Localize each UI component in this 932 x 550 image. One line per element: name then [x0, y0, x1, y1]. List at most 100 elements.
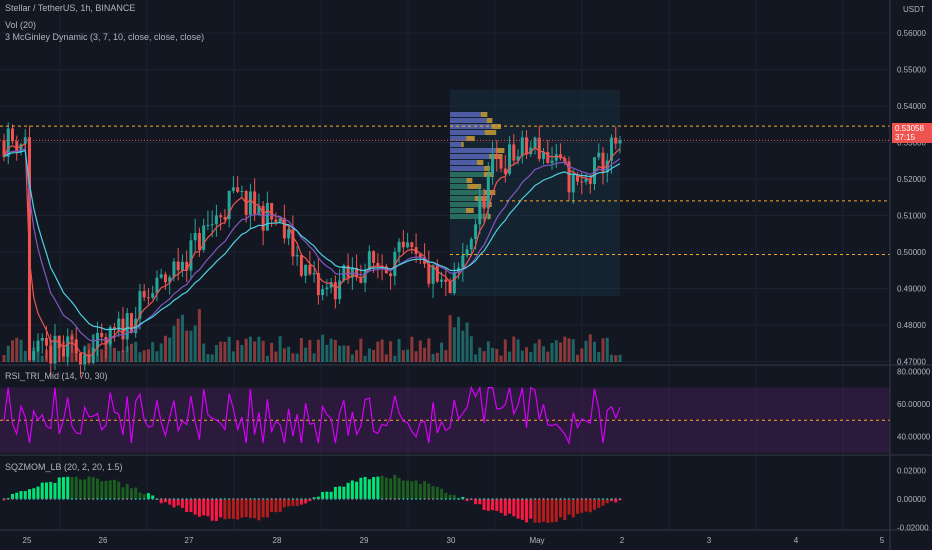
volume-bar: [219, 341, 223, 362]
price-tick-label: 0.51000: [897, 212, 926, 221]
sqz-dot: [117, 498, 120, 500]
volume-bar: [231, 351, 235, 362]
sqz-bar: [584, 499, 588, 512]
sqz-bar: [125, 484, 129, 499]
sqz-bar: [389, 478, 393, 499]
candle-body: [10, 128, 14, 142]
sqz-bar: [452, 495, 456, 499]
candle-body: [588, 178, 592, 184]
sqz-dot: [19, 498, 22, 500]
sqz-dot: [483, 498, 486, 500]
sqz-dot: [83, 498, 86, 500]
volume-bar: [363, 355, 367, 362]
mcginley-legend[interactable]: 3 McGinley Dynamic (3, 7, 10, close, clo…: [5, 32, 205, 42]
sqz-legend[interactable]: SQZMOM_LB (20, 2, 20, 1.5): [5, 462, 123, 472]
sqz-dot: [160, 498, 163, 500]
sqz-bar: [529, 499, 533, 519]
volume-bar: [580, 348, 584, 362]
volume-legend[interactable]: Vol (20): [5, 20, 37, 30]
volume-bar: [202, 343, 206, 362]
sqz-dot: [576, 498, 579, 500]
sqz-bar: [291, 499, 295, 506]
profile-bar: [450, 136, 467, 141]
volume-bar: [393, 355, 397, 362]
candle-body: [525, 137, 529, 155]
symbol-legend[interactable]: Stellar / TetherUS, 1h, BINANCE: [5, 3, 136, 13]
candle-body: [40, 338, 44, 341]
volume-bar: [448, 315, 452, 362]
sqz-bar: [248, 499, 252, 518]
candle-body: [265, 202, 269, 231]
sqz-dot: [585, 498, 588, 500]
candle-body: [197, 232, 201, 250]
candle-body: [185, 261, 189, 271]
volume-bar: [389, 341, 393, 362]
candle-body: [117, 318, 121, 330]
sqz-dot: [49, 498, 52, 500]
sqz-dot: [453, 498, 456, 500]
sqz-dot: [113, 498, 116, 500]
candle-body: [499, 158, 503, 169]
sqz-bar: [427, 483, 431, 499]
sqz-dot: [432, 498, 435, 500]
rsi-legend[interactable]: RSI_TRI_Mid (14, 70, 30): [5, 371, 108, 381]
sqz-dot: [219, 498, 222, 500]
sqz-dot: [253, 498, 256, 500]
sqz-bar: [32, 488, 36, 499]
candle-body: [291, 229, 295, 257]
volume-bar: [457, 316, 461, 362]
sqz-dot: [15, 498, 18, 500]
sqz-bar: [367, 479, 371, 499]
sqz-dot: [155, 498, 158, 500]
sqz-dot: [202, 498, 205, 500]
candle-body: [431, 265, 435, 284]
sqz-dot: [215, 498, 218, 500]
sqz-bar: [95, 478, 99, 499]
volume-bar: [142, 350, 146, 362]
sqz-dot: [308, 498, 311, 500]
sqz-dot: [517, 498, 520, 500]
sqz-bar: [202, 499, 206, 516]
volume-bar: [529, 352, 533, 362]
candle-body: [474, 224, 478, 240]
sqz-dot: [385, 498, 388, 500]
sqz-bar: [295, 499, 299, 506]
sqz-dot: [198, 498, 201, 500]
price-tick-label: 0.54000: [897, 102, 926, 111]
sqz-dot: [177, 498, 180, 500]
candle-body: [520, 137, 524, 157]
candle-body: [19, 144, 23, 153]
volume-bar: [474, 354, 478, 362]
profile-bar: [450, 202, 490, 207]
volume-bar: [100, 349, 104, 362]
volume-bar: [40, 355, 44, 362]
sqz-bar: [588, 499, 592, 513]
sqz-bar: [112, 479, 116, 499]
volume-bar: [525, 347, 529, 362]
candle-body: [325, 287, 329, 290]
sqz-bar: [57, 477, 61, 499]
candle-body: [491, 154, 495, 175]
volume-bar: [461, 330, 465, 362]
sqz-dot: [466, 498, 469, 500]
candle-body: [542, 152, 546, 159]
sqz-dot: [134, 498, 137, 500]
profile-bar-alt: [466, 178, 473, 183]
volume-bar: [384, 354, 388, 362]
profile-bar-alt: [480, 112, 488, 117]
mcginley-mid-line: [3, 147, 621, 342]
sqz-bar: [393, 475, 397, 499]
price-tick-label: 0.55000: [897, 66, 926, 75]
sqz-bar: [499, 499, 503, 513]
price-tick-label: 0.49000: [897, 285, 926, 294]
sqz-dot: [24, 498, 27, 500]
sqz-dot: [563, 498, 566, 500]
sqz-bar: [512, 499, 516, 517]
sqz-dot: [325, 498, 328, 500]
volume-bar: [427, 338, 431, 362]
time-tick-label: 5: [880, 536, 885, 545]
volume-bar: [367, 348, 371, 362]
volume-bar: [567, 338, 571, 362]
volume-bar: [117, 350, 121, 362]
